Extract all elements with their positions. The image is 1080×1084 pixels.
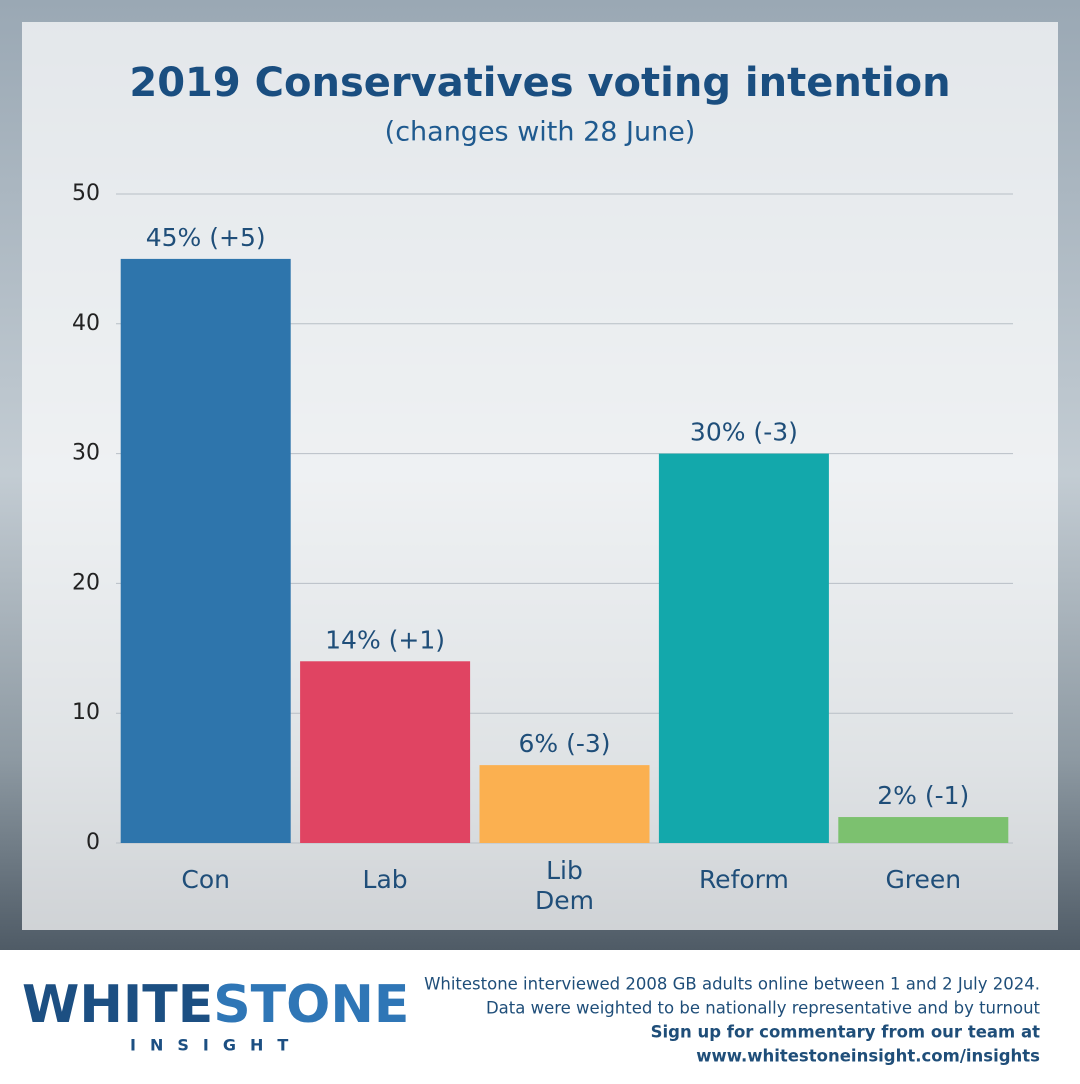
signup: Sign up for commentary from our team at <box>651 1023 1040 1042</box>
bar <box>658 453 829 843</box>
x-tick-label: Lab <box>363 865 408 894</box>
bar <box>120 258 291 843</box>
chart-subtitle: (changes with 28 June) <box>385 117 696 148</box>
y-tick-label: 20 <box>72 570 100 595</box>
bar <box>300 661 471 843</box>
footer <box>0 950 1080 1080</box>
value-label: 30% (-3) <box>690 418 798 447</box>
logo-part: WHITE <box>22 975 213 1035</box>
bar <box>838 817 1009 843</box>
signup: www.whitestoneinsight.com/insights <box>696 1047 1040 1066</box>
y-tick-label: 0 <box>86 830 100 855</box>
y-tick-label: 50 <box>72 181 100 206</box>
note: Data were weighted to be nationally repr… <box>486 999 1041 1018</box>
chart-title: 2019 Conservatives voting intention <box>129 60 950 106</box>
logo-part: STONE <box>213 975 409 1035</box>
note: Whitestone interviewed 2008 GB adults on… <box>424 975 1040 994</box>
logo-sub: INSIGHT <box>130 1036 302 1055</box>
value-label: 14% (+1) <box>325 625 445 654</box>
logo: WHITESTONE <box>22 975 409 1035</box>
value-label: 2% (-1) <box>877 781 969 810</box>
x-tick-label: Reform <box>699 865 789 894</box>
x-tick-label: Green <box>885 865 961 894</box>
x-tick-label: Lib Dem <box>535 856 594 915</box>
y-tick-label: 10 <box>72 700 100 725</box>
value-label: 6% (-3) <box>518 729 610 758</box>
x-tick-label: Con <box>181 865 230 894</box>
bar <box>479 765 650 843</box>
value-label: 45% (+5) <box>146 223 266 252</box>
y-tick-label: 30 <box>72 441 100 466</box>
y-tick-label: 40 <box>72 311 100 336</box>
